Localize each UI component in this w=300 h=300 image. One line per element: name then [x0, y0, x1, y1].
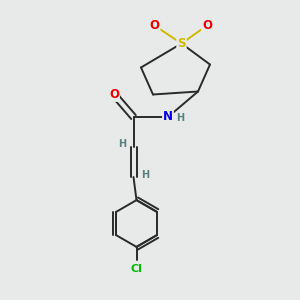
Text: Cl: Cl: [130, 263, 142, 274]
Text: N: N: [163, 110, 173, 124]
Text: H: H: [118, 139, 126, 149]
Text: S: S: [177, 37, 186, 50]
Text: H: H: [176, 112, 185, 123]
Text: O: O: [109, 88, 119, 101]
Text: O: O: [149, 19, 160, 32]
Text: H: H: [141, 170, 149, 181]
Text: O: O: [202, 19, 212, 32]
